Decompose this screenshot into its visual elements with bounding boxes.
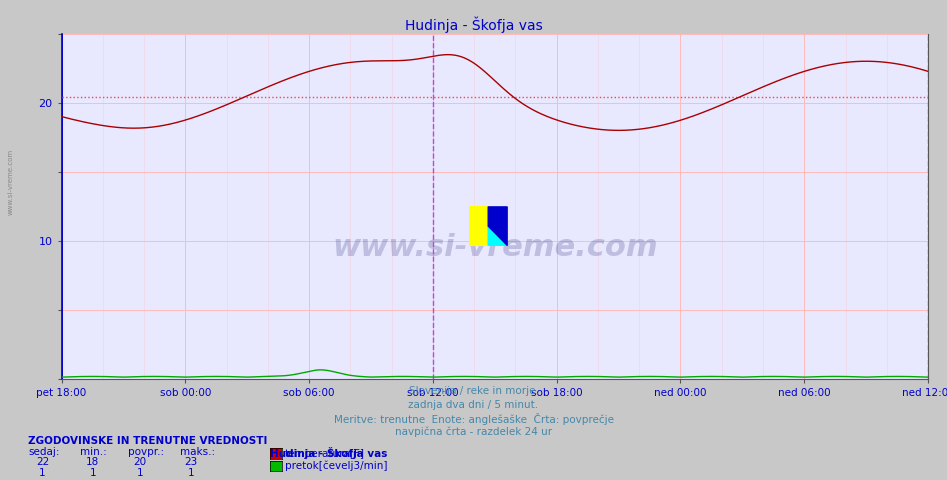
Text: 22: 22 xyxy=(36,457,49,467)
Text: 20: 20 xyxy=(134,457,147,467)
Text: maks.:: maks.: xyxy=(180,447,215,457)
Text: Hudinja - Škofja vas: Hudinja - Škofja vas xyxy=(270,447,387,459)
Text: 1: 1 xyxy=(137,468,143,478)
Text: www.si-vreme.com: www.si-vreme.com xyxy=(332,233,657,263)
Text: 18: 18 xyxy=(86,457,99,467)
Text: www.si-vreme.com: www.si-vreme.com xyxy=(8,149,13,216)
Text: povpr.:: povpr.: xyxy=(128,447,164,457)
Text: sedaj:: sedaj: xyxy=(28,447,60,457)
Text: temperatura[F]: temperatura[F] xyxy=(285,449,365,458)
Text: Meritve: trenutne  Enote: anglešaške  Črta: povprečje: Meritve: trenutne Enote: anglešaške Črta… xyxy=(333,413,614,425)
Text: ZGODOVINSKE IN TRENUTNE VREDNOSTI: ZGODOVINSKE IN TRENUTNE VREDNOSTI xyxy=(28,436,268,446)
Text: navpična črta - razdelek 24 ur: navpična črta - razdelek 24 ur xyxy=(395,427,552,437)
Text: min.:: min.: xyxy=(80,447,107,457)
Text: 1: 1 xyxy=(90,468,96,478)
Text: 1: 1 xyxy=(188,468,194,478)
Text: 23: 23 xyxy=(185,457,198,467)
Text: 1: 1 xyxy=(40,468,45,478)
Text: pretok[čevelj3/min]: pretok[čevelj3/min] xyxy=(285,461,387,471)
Text: Slovenija / reke in morje.: Slovenija / reke in morje. xyxy=(408,386,539,396)
Text: Hudinja - Škofja vas: Hudinja - Škofja vas xyxy=(404,17,543,33)
Text: zadnja dva dni / 5 minut.: zadnja dva dni / 5 minut. xyxy=(408,400,539,410)
